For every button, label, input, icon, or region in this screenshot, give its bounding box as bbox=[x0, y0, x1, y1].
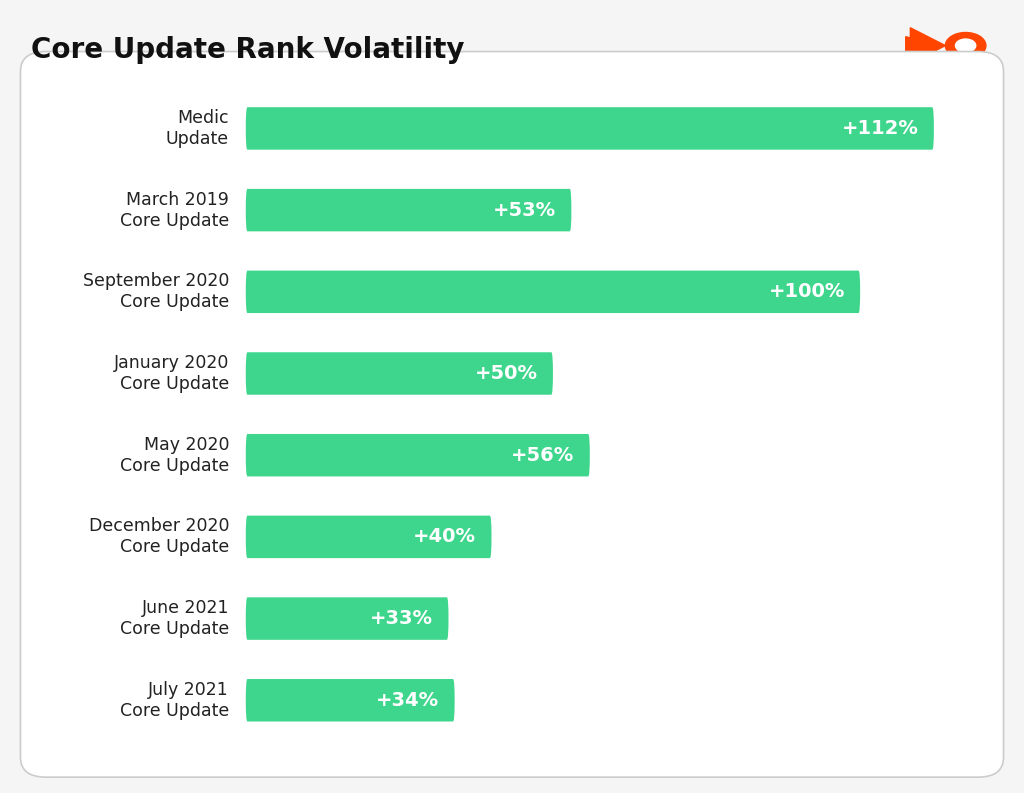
Text: +34%: +34% bbox=[376, 691, 439, 710]
Text: +50%: +50% bbox=[474, 364, 538, 383]
Polygon shape bbox=[910, 28, 945, 63]
FancyBboxPatch shape bbox=[246, 352, 553, 395]
Text: +112%: +112% bbox=[842, 119, 919, 138]
FancyBboxPatch shape bbox=[246, 679, 455, 722]
Text: +53%: +53% bbox=[493, 201, 556, 220]
FancyBboxPatch shape bbox=[246, 270, 860, 313]
Polygon shape bbox=[905, 36, 940, 55]
Text: Core Update Rank Volatility: Core Update Rank Volatility bbox=[31, 36, 464, 63]
Circle shape bbox=[955, 39, 976, 52]
FancyBboxPatch shape bbox=[246, 515, 492, 558]
Text: +40%: +40% bbox=[413, 527, 476, 546]
FancyBboxPatch shape bbox=[246, 107, 934, 150]
FancyBboxPatch shape bbox=[246, 189, 571, 232]
Text: +56%: +56% bbox=[511, 446, 574, 465]
Text: +100%: +100% bbox=[768, 282, 845, 301]
FancyBboxPatch shape bbox=[246, 434, 590, 477]
FancyBboxPatch shape bbox=[246, 597, 449, 640]
Circle shape bbox=[945, 33, 986, 59]
Text: +33%: +33% bbox=[370, 609, 433, 628]
